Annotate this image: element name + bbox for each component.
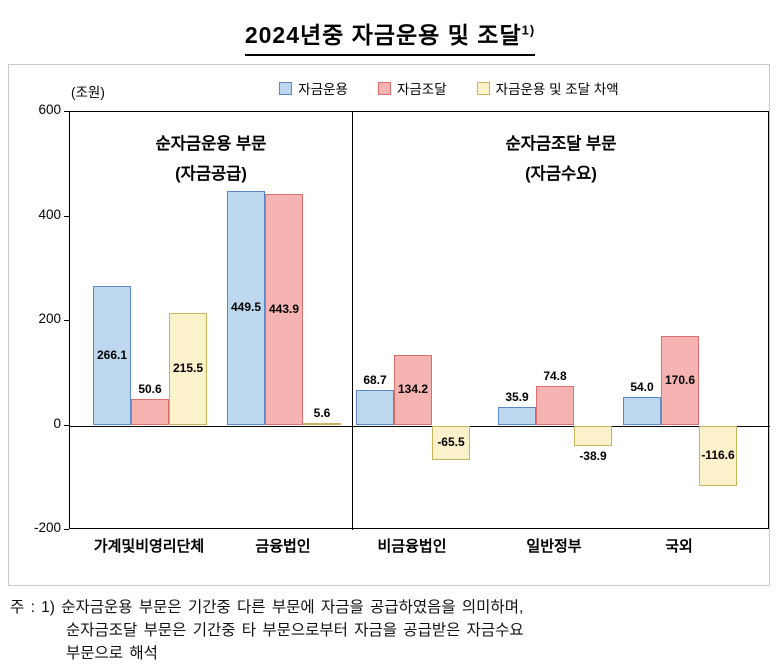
legend-item: 자금운용 [279,78,348,98]
y-tick-label: -200 [33,520,61,535]
bar-value-label: 35.9 [505,389,529,404]
y-tick-mark [64,111,69,112]
bar-자금조달 [661,336,699,426]
category-label: 일반정부 [526,538,582,555]
bar-자금조달 [394,355,432,426]
section-subtitle: (자금공급) [175,165,247,183]
bar-value-label: -65.5 [437,434,465,449]
y-axis-unit-label: (조원) [71,85,105,100]
y-tick-mark [64,424,69,426]
bar-자금운용 [498,406,536,426]
bar-자금운용 [227,190,265,426]
y-tick-mark [64,215,69,217]
section-subtitle: (자금수요) [525,165,597,183]
bar-자금운용 및 조달 차액 [432,425,470,460]
bar-자금운용 및 조달 차액 [574,425,612,446]
legend-item: 자금운용 및 조달 차액 [476,78,619,98]
footnote-line-3: 부문으로 해석 [66,644,158,662]
bar-value-label: 266.1 [96,347,128,362]
bar-value-label: 50.6 [138,382,162,397]
bar-자금운용 [93,286,131,426]
bar-value-label: -116.6 [701,447,735,462]
plot-area: 순자금운용 부문 (자금공급) 순자금조달 부문 (자금수요) 266.1 50.6 215… [69,111,770,530]
bar-자금운용 및 조달 차액 [303,422,341,426]
chart-legend: 자금운용 자금조달 자금운용 및 조달 차액 [129,78,769,98]
bar-value-label: 54.0 [630,380,654,395]
y-tick-mark [64,320,69,321]
chart-title-text: 2024년중 자금운용 및 조달 [244,22,522,48]
bar-value-label: 449.5 [230,300,262,315]
bar-자금조달 [265,193,303,426]
legend-swatch-icon [377,81,391,95]
footnote-line-1: 주 : 1) 순자금운용 부문은 기간중 다른 부문에 자금을 공급하였음을 의… [10,599,524,616]
footnote: 주 : 1) 순자금운용 부문은 기간중 다른 부문에 자금을 공급하였음을 의… [10,597,770,666]
chart-box: (조원) 자금운용 자금조달 자금운용 및 조달 차액 순자금운용 부문 (자금공급)… [8,64,770,586]
section-title: 순자금운용 부문 [155,135,267,153]
bar-자금운용 [623,397,661,426]
chart-title-wrap: 2024년중 자금운용 및 조달1) [0,16,780,56]
category-label: 금융법인 [255,538,311,555]
legend-label: 자금조달 [396,82,447,97]
y-tick-label: 0 [53,415,61,431]
category-label: 국외 [665,538,693,555]
bar-자금운용 및 조달 차액 [169,312,207,426]
zero-axis-line [70,425,770,427]
bar-자금조달 [536,386,574,426]
bar-value-label: 134.2 [397,382,429,397]
bar-value-label: 170.6 [664,372,696,387]
y-tick-mark [64,529,69,530]
category-label: 가계및비영리단체 [93,538,205,555]
bar-value-label: -38.9 [579,448,607,463]
y-tick-label: 200 [38,311,61,326]
section-divider-line [352,112,353,530]
y-tick-label: 600 [38,102,61,117]
bar-자금운용 [356,389,394,426]
legend-label: 자금운용 [298,82,348,97]
bar-value-label: 68.7 [363,372,387,387]
legend-item: 자금조달 [377,78,447,98]
chart-title-footnote-marker: 1) [521,22,536,38]
category-label: 비금융법인 [377,538,447,555]
legend-swatch-icon [476,81,490,95]
bar-자금운용 및 조달 차액 [699,425,737,487]
footnote-line-2: 순자금조달 부문은 기간중 타 부문으로부터 자금을 공급받은 자금수요 [66,621,524,639]
bar-자금조달 [131,399,169,426]
y-tick-label: 400 [38,206,61,222]
bar-value-label: 443.9 [268,301,300,316]
legend-label: 자금운용 및 조달 차액 [495,82,619,97]
chart-title: 2024년중 자금운용 및 조달1) [244,16,536,56]
bar-value-label: 74.8 [543,369,567,384]
bar-value-label: 5.6 [313,405,331,420]
legend-swatch-icon [279,81,293,95]
section-title: 순자금조달 부문 [505,135,617,153]
bar-value-label: 215.5 [172,361,204,376]
